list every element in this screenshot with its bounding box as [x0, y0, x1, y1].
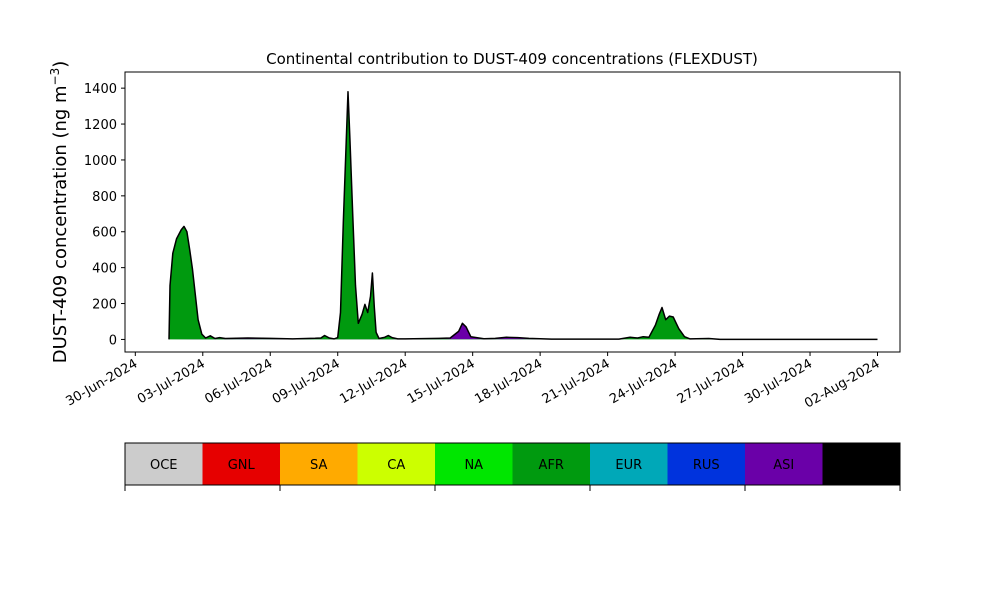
legend-label-gnl: GNL [228, 458, 256, 473]
plot-area [168, 90, 878, 341]
legend-swatch-afr [512, 443, 590, 485]
legend-label-ca: CA [387, 458, 405, 473]
legend-swatch-asi [745, 443, 823, 485]
y-axis-label-close: ) [50, 61, 71, 68]
y-axis-label-main: DUST-409 concentration (ng m [50, 85, 71, 363]
x-tick-label: 06-Jul-2024 [202, 356, 275, 407]
y-tick-label: 200 [92, 298, 117, 313]
x-tick-label: 02-Aug-2024 [802, 356, 882, 411]
y-tick-label: 1200 [84, 118, 117, 133]
legend-swatch-eur [590, 443, 668, 485]
legend-label-asi: ASI [773, 458, 794, 473]
legend-swatch-ca [357, 443, 435, 485]
legend-label-aus: AUS [848, 458, 875, 473]
x-tick-label: 21-Jul-2024 [540, 356, 613, 407]
legend-label-rus: RUS [693, 458, 720, 473]
legend-label-sa: SA [310, 458, 327, 473]
legend-label-oce: OCE [150, 458, 178, 473]
legend-swatch-rus [667, 443, 745, 485]
x-tick-label: 03-Jul-2024 [135, 356, 208, 407]
y-axis-label-sup: −3 [48, 68, 62, 86]
legend-label-eur: EUR [615, 458, 642, 473]
y-tick-label: 800 [92, 190, 117, 205]
legend-swatch-sa [280, 443, 358, 485]
x-tick-label: 12-Jul-2024 [337, 356, 410, 407]
legend-swatch-na [435, 443, 513, 485]
y-axis-label: DUST-409 concentration (ng m−3) [48, 61, 71, 364]
legend-frame [124, 442, 901, 486]
legend-swatch-oce [125, 443, 203, 485]
x-tick-label: 30-Jun-2024 [63, 356, 140, 409]
x-tick-label: 09-Jul-2024 [270, 356, 343, 407]
y-tick-label: 600 [92, 226, 117, 241]
y-tick-label: 1000 [84, 154, 117, 169]
x-tick-label: 15-Jul-2024 [405, 356, 478, 407]
x-tick-label: 27-Jul-2024 [675, 356, 748, 407]
plot-frame [124, 71, 901, 353]
x-tick-label: 24-Jul-2024 [607, 356, 680, 407]
y-tick-label: 400 [92, 262, 117, 277]
legend-swatch-gnl [202, 443, 280, 485]
legend-label-afr: AFR [539, 458, 564, 473]
series-area-afr [169, 91, 878, 340]
y-tick-label: 1400 [84, 82, 117, 97]
legend: OCE GNL SA CA NA AFR EUR RUS ASI AUS [124, 442, 901, 491]
total-outline [168, 90, 878, 341]
y-tick-label: 0 [109, 333, 117, 348]
chart-title: Continental contribution to DUST-409 con… [266, 50, 758, 68]
legend-label-na: NA [464, 458, 483, 473]
x-tick-label: 18-Jul-2024 [472, 356, 545, 407]
legend-swatch-aus [822, 443, 900, 485]
